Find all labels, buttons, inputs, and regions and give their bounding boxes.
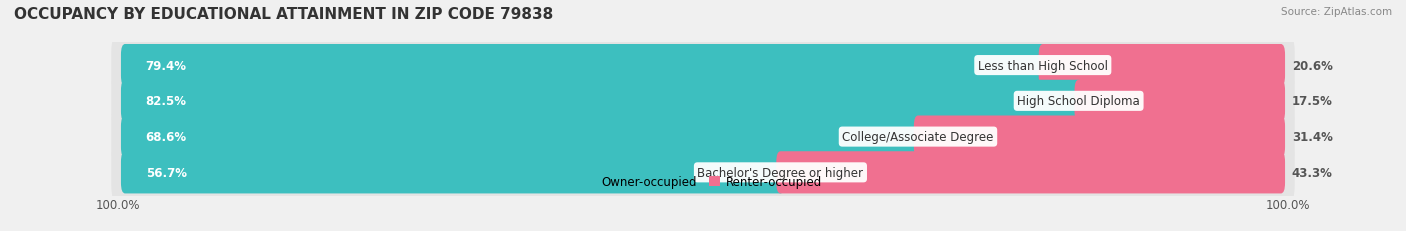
FancyBboxPatch shape: [1039, 45, 1285, 87]
FancyBboxPatch shape: [121, 80, 1083, 122]
Text: 82.5%: 82.5%: [146, 95, 187, 108]
Text: Less than High School: Less than High School: [977, 59, 1108, 72]
FancyBboxPatch shape: [914, 116, 1285, 158]
Text: 43.3%: 43.3%: [1292, 166, 1333, 179]
Text: College/Associate Degree: College/Associate Degree: [842, 131, 994, 143]
Text: Source: ZipAtlas.com: Source: ZipAtlas.com: [1281, 7, 1392, 17]
Legend: Owner-occupied, Renter-occupied: Owner-occupied, Renter-occupied: [579, 170, 827, 193]
FancyBboxPatch shape: [111, 106, 1295, 168]
Text: 17.5%: 17.5%: [1292, 95, 1333, 108]
FancyBboxPatch shape: [776, 152, 1285, 194]
FancyBboxPatch shape: [121, 116, 922, 158]
Text: OCCUPANCY BY EDUCATIONAL ATTAINMENT IN ZIP CODE 79838: OCCUPANCY BY EDUCATIONAL ATTAINMENT IN Z…: [14, 7, 554, 22]
Text: 68.6%: 68.6%: [146, 131, 187, 143]
FancyBboxPatch shape: [111, 35, 1295, 97]
Text: 79.4%: 79.4%: [146, 59, 187, 72]
FancyBboxPatch shape: [121, 152, 785, 194]
Text: Bachelor's Degree or higher: Bachelor's Degree or higher: [697, 166, 863, 179]
FancyBboxPatch shape: [121, 45, 1047, 87]
Text: 20.6%: 20.6%: [1292, 59, 1333, 72]
FancyBboxPatch shape: [111, 70, 1295, 132]
FancyBboxPatch shape: [1074, 80, 1285, 122]
FancyBboxPatch shape: [111, 142, 1295, 204]
Text: 31.4%: 31.4%: [1292, 131, 1333, 143]
Text: 56.7%: 56.7%: [146, 166, 187, 179]
Text: High School Diploma: High School Diploma: [1018, 95, 1140, 108]
